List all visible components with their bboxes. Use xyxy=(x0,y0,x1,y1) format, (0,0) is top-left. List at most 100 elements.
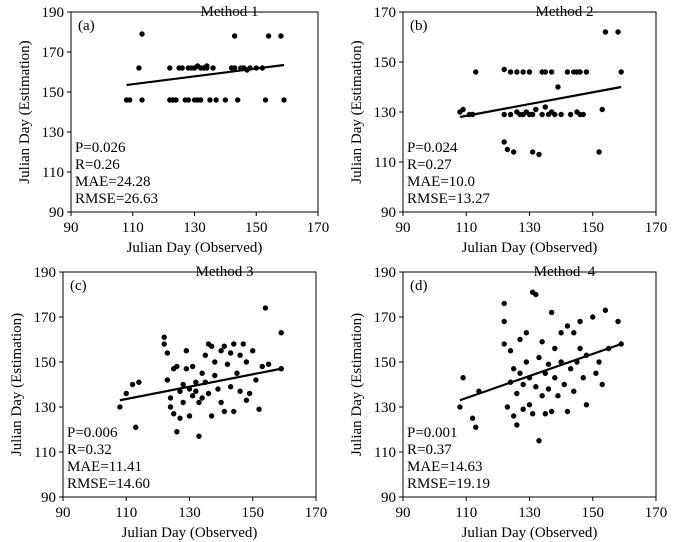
data-point xyxy=(542,104,549,110)
x-tick-label: 90 xyxy=(64,220,79,236)
data-point xyxy=(520,69,526,75)
stat-line: RMSE=14.60 xyxy=(67,476,150,492)
data-point xyxy=(558,330,564,336)
data-point xyxy=(542,411,549,417)
data-point xyxy=(514,422,520,428)
data-point xyxy=(520,406,526,412)
data-point xyxy=(234,370,240,376)
data-point xyxy=(240,341,246,347)
y-tick-label: 150 xyxy=(374,55,397,71)
data-point xyxy=(567,111,574,118)
data-point xyxy=(265,33,272,39)
data-point xyxy=(139,31,145,37)
data-point xyxy=(593,370,599,376)
data-point xyxy=(197,97,204,103)
trendline xyxy=(459,85,622,119)
data-point xyxy=(177,415,183,421)
data-point xyxy=(507,111,514,118)
data-point xyxy=(514,390,520,397)
data-point xyxy=(476,388,482,394)
data-point xyxy=(526,402,533,408)
data-point xyxy=(552,111,558,118)
data-point xyxy=(243,397,250,403)
data-point xyxy=(227,350,234,356)
data-point xyxy=(136,379,142,385)
data-point xyxy=(167,395,174,401)
x-axis-title: Julian Day (Observed) xyxy=(462,240,598,256)
data-point xyxy=(212,372,218,379)
data-point xyxy=(180,381,186,388)
data-point xyxy=(615,29,621,35)
data-point xyxy=(161,334,167,340)
stat-line: MAE=10.0 xyxy=(407,174,475,190)
data-point xyxy=(202,379,209,385)
data-point xyxy=(533,291,539,298)
stat-line: MAE=14.63 xyxy=(407,459,483,475)
stat-line: MAE=24.28 xyxy=(75,174,151,190)
x-tick-label: 90 xyxy=(396,220,411,236)
data-point xyxy=(133,424,139,430)
data-point xyxy=(183,348,190,354)
data-point xyxy=(193,379,199,385)
data-point xyxy=(460,106,466,113)
data-point xyxy=(218,348,224,354)
data-point xyxy=(247,65,253,71)
stat-line: R=0.32 xyxy=(67,442,112,458)
data-point xyxy=(139,97,145,103)
data-point xyxy=(501,139,507,145)
x-tick-label: 130 xyxy=(178,505,201,521)
data-point xyxy=(596,359,602,365)
y-tick-label: 130 xyxy=(374,400,397,416)
panel-tag: (a) xyxy=(78,18,95,34)
stat-line: MAE=11.41 xyxy=(67,459,142,475)
data-point xyxy=(555,84,561,90)
data-point xyxy=(469,415,476,421)
data-point xyxy=(504,146,511,153)
x-tick-label: 110 xyxy=(115,505,137,521)
data-point xyxy=(180,399,186,406)
panel-1: 90 110 130 150 170 90 110 130 150 170 190 Julian Da… xyxy=(17,4,329,256)
data-point xyxy=(243,359,250,365)
data-point xyxy=(199,370,205,376)
y-tick-label: 90 xyxy=(41,490,56,506)
data-point xyxy=(552,345,558,352)
data-point xyxy=(259,65,266,71)
data-point xyxy=(170,411,177,417)
stat-line: P=0.026 xyxy=(75,140,126,156)
data-point xyxy=(583,69,590,75)
y-tick-label: 110 xyxy=(374,155,396,171)
data-point xyxy=(558,359,564,365)
data-point xyxy=(571,388,577,394)
data-point xyxy=(231,65,238,71)
data-point xyxy=(602,307,609,313)
data-point xyxy=(618,341,624,347)
data-point xyxy=(278,330,284,336)
data-point xyxy=(215,386,221,392)
y-tick-label: 110 xyxy=(374,445,396,461)
data-point xyxy=(186,413,193,419)
data-point xyxy=(539,111,545,118)
data-point xyxy=(507,379,514,385)
data-point xyxy=(256,406,262,412)
x-tick-label: 130 xyxy=(183,220,206,236)
data-point xyxy=(231,341,237,347)
data-point xyxy=(473,424,479,430)
data-point xyxy=(533,106,539,113)
data-point xyxy=(564,69,571,75)
data-point xyxy=(237,388,243,394)
data-point xyxy=(237,352,243,358)
y-tick-label: 90 xyxy=(381,205,396,221)
data-point xyxy=(189,363,196,370)
data-point xyxy=(539,393,545,399)
stat-line: P=0.024 xyxy=(407,140,458,156)
data-point xyxy=(210,65,216,71)
data-point xyxy=(523,330,530,336)
x-tick-label: 90 xyxy=(396,505,411,521)
data-point xyxy=(583,402,590,408)
data-point xyxy=(199,395,205,401)
data-point xyxy=(567,366,574,372)
panel-tag: (c) xyxy=(70,278,87,294)
y-tick-label: 170 xyxy=(374,310,397,326)
data-point xyxy=(265,361,272,367)
data-point xyxy=(501,66,507,73)
